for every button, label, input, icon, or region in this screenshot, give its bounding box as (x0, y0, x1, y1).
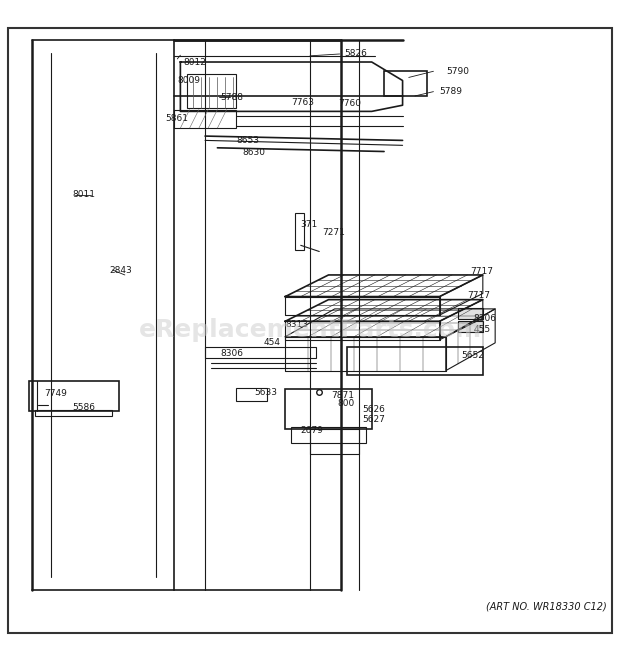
Bar (35, 410, 112, 416)
Bar (205, 346, 316, 358)
Text: 8306: 8306 (221, 350, 244, 358)
Bar (458, 308, 483, 319)
Text: 7271: 7271 (322, 229, 345, 237)
Bar (458, 321, 483, 332)
Text: 5586: 5586 (73, 403, 95, 412)
Text: 800: 800 (338, 399, 355, 408)
Text: 7763: 7763 (291, 98, 314, 106)
Text: 7717: 7717 (467, 292, 490, 301)
Text: 8012: 8012 (184, 58, 206, 67)
Text: eReplacementParts.com: eReplacementParts.com (138, 319, 482, 342)
Text: 371: 371 (301, 220, 318, 229)
Bar (174, 110, 236, 128)
Text: 7760: 7760 (338, 99, 361, 108)
Text: 454: 454 (264, 338, 281, 347)
Bar (187, 74, 236, 108)
Text: 5788: 5788 (221, 93, 244, 102)
Text: 7749: 7749 (45, 389, 68, 398)
Text: 2679: 2679 (301, 426, 324, 435)
Text: 8653: 8653 (236, 136, 259, 145)
Text: 8313: 8313 (285, 320, 308, 329)
Text: 8630: 8630 (242, 148, 265, 157)
Bar (291, 428, 366, 443)
Text: 5633: 5633 (254, 388, 277, 397)
Text: 7717: 7717 (471, 267, 494, 276)
Bar (347, 347, 483, 375)
Text: 5626: 5626 (363, 405, 386, 414)
Text: 5861: 5861 (165, 114, 188, 124)
Text: 2843: 2843 (109, 266, 132, 274)
Text: 5789: 5789 (440, 87, 463, 96)
Bar (384, 71, 427, 96)
Text: 8009: 8009 (177, 76, 200, 85)
Text: 7871: 7871 (332, 391, 355, 400)
Text: 455: 455 (474, 325, 490, 334)
Bar (236, 388, 267, 401)
Text: 5652: 5652 (461, 351, 484, 360)
Text: 8306: 8306 (474, 314, 497, 323)
Text: 5790: 5790 (446, 67, 469, 76)
Bar (294, 214, 304, 251)
Text: 5627: 5627 (363, 416, 386, 424)
Text: 8011: 8011 (73, 190, 95, 199)
Text: (ART NO. WR18330 C12): (ART NO. WR18330 C12) (485, 602, 606, 611)
Text: 5826: 5826 (344, 50, 367, 58)
Bar (285, 389, 372, 429)
Bar (310, 429, 360, 454)
Bar (29, 381, 118, 410)
